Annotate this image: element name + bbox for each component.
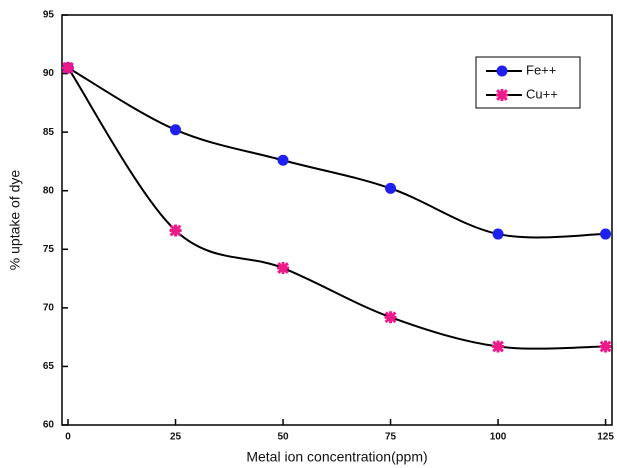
- x-tick-label: 50: [277, 432, 289, 443]
- legend-text: Cu++: [526, 86, 558, 101]
- x-tick-label: 25: [170, 432, 182, 443]
- point: [492, 340, 505, 353]
- x-axis-title: Metal ion concentration(ppm): [246, 449, 427, 465]
- y-tick-label: 75: [43, 244, 55, 255]
- legend-box: [475, 56, 581, 109]
- x-tick-label: 125: [597, 432, 614, 443]
- fit-curve: [67, 66, 606, 239]
- y-tick-label: 95: [43, 10, 55, 21]
- point: [600, 228, 612, 240]
- point: [170, 124, 182, 136]
- point: [385, 182, 397, 194]
- x-tick-label: 100: [490, 432, 507, 443]
- point: [599, 340, 612, 353]
- plot-frame: [61, 14, 613, 426]
- y-tick-label: 80: [43, 185, 55, 196]
- y-axis-title: % uptake of dye: [7, 170, 23, 271]
- point: [62, 61, 75, 74]
- point: [277, 262, 290, 275]
- x-tick-label: 75: [385, 432, 397, 443]
- y-tick-label: 85: [43, 127, 55, 138]
- legend-text: Fe++: [526, 62, 556, 77]
- point: [492, 228, 504, 240]
- fit-curve: [67, 67, 606, 350]
- y-tick-label: 90: [43, 68, 55, 79]
- point: [277, 154, 289, 166]
- y-tick-label: 70: [43, 302, 55, 313]
- point: [384, 311, 397, 324]
- x-tick-label: 0: [65, 432, 71, 443]
- y-tick-label: 65: [43, 361, 55, 372]
- legend-marker: [496, 65, 508, 77]
- legend-marker: [496, 89, 508, 101]
- point: [169, 224, 182, 237]
- y-tick-label: 60: [43, 420, 55, 431]
